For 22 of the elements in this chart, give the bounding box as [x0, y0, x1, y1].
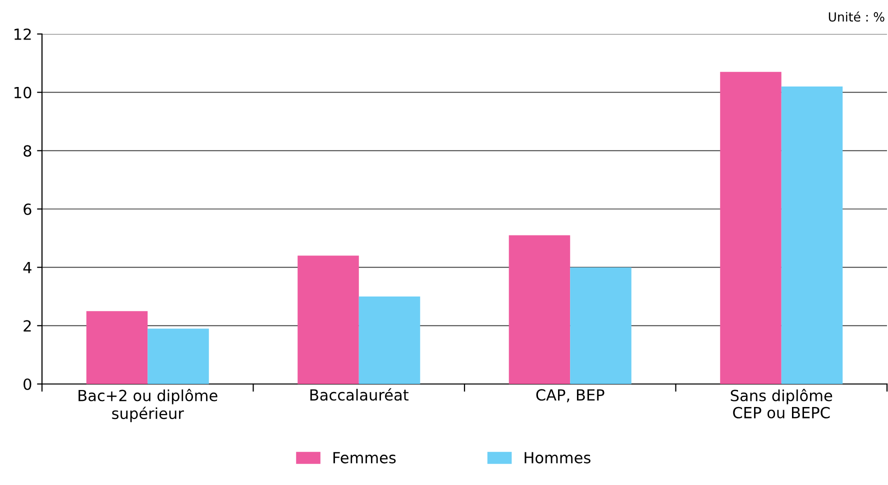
y-tick-label: 4 — [23, 262, 32, 274]
legend-label: Hommes — [524, 452, 590, 464]
bar — [358, 296, 420, 384]
y-tick-label: 8 — [24, 145, 32, 157]
x-tick-label: CAP, BEP — [536, 389, 604, 402]
bar — [86, 311, 148, 384]
y-tick-label: 6 — [24, 203, 32, 216]
y-tick-label: 10 — [14, 86, 32, 98]
bar — [298, 256, 359, 384]
x-tick-label: Sans diplôme CEP ou BEPC — [730, 388, 832, 418]
bar — [781, 86, 843, 384]
y-tick-label: 0 — [24, 378, 32, 390]
text: Unité : % — [828, 11, 884, 22]
x-tick-label: Baccalauréat — [310, 388, 408, 401]
y-tick-label: 2 — [24, 320, 31, 332]
bar — [570, 267, 632, 384]
bar — [508, 235, 570, 384]
y-tick-label: 12 — [14, 28, 31, 40]
bar — [148, 328, 209, 384]
legend-label: Femmes — [333, 452, 396, 464]
x-tick-label: Bac+2 ou diplôme supérieur — [78, 388, 218, 422]
bar — [720, 72, 782, 384]
